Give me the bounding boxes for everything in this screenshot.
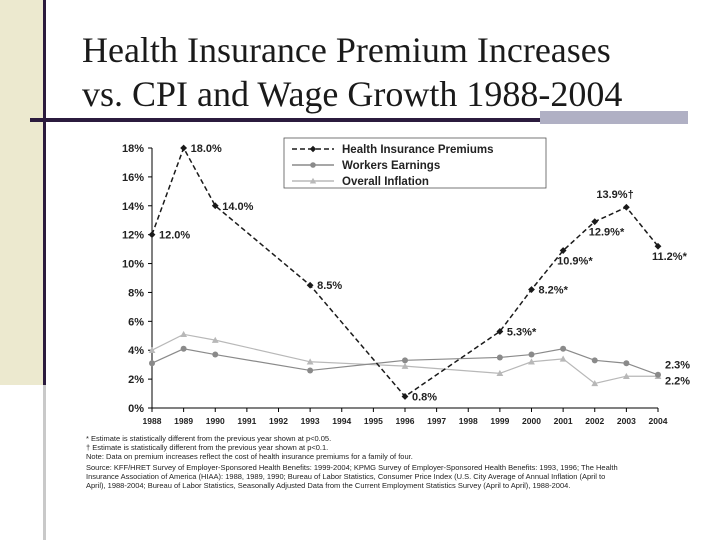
- x-tick-label: 1990: [206, 416, 225, 426]
- data-point-0: [622, 203, 630, 211]
- y-tick-label: 16%: [122, 172, 144, 184]
- footnote-source-3: April), 1988-2004; Bureau of Labor Stati…: [86, 481, 571, 490]
- data-point-1: [212, 351, 219, 358]
- legend-label: Workers Earnings: [342, 160, 440, 172]
- y-tick-label: 4%: [128, 345, 144, 357]
- y-tick-label: 8%: [128, 287, 144, 299]
- title-underline: [30, 118, 540, 122]
- data-point-0: [559, 247, 567, 254]
- footnote-note: Note: Data on premium increases reflect …: [86, 452, 413, 461]
- x-tick-label: 1994: [332, 416, 351, 426]
- x-tick-label: 1999: [490, 416, 509, 426]
- x-tick-label: 1993: [301, 416, 320, 426]
- data-point-0: [528, 286, 535, 293]
- x-tick-label: 1991: [237, 416, 256, 426]
- legend-label: Health Insurance Premiums: [342, 144, 493, 156]
- legend-label: Overall Inflation: [342, 176, 429, 188]
- data-point-1: [149, 360, 155, 367]
- x-tick-label: 1989: [174, 416, 193, 426]
- data-point-0: [591, 218, 599, 226]
- data-point-2: [180, 330, 188, 338]
- line-chart: 0% 2% 4% 6% 8% 10% 12% 14% 16% 18% 1988 1989 1990 199…: [122, 137, 690, 426]
- data-point-0: [180, 144, 188, 152]
- data-point-2: [622, 372, 630, 379]
- x-tick-label: 1995: [364, 416, 383, 426]
- data-label: 11.2%*: [652, 251, 688, 263]
- slide-title-line-2: vs. CPI and Wage Growth 1988-2004: [82, 74, 623, 114]
- footnote-significance-10: † Estimate is statistically different fr…: [86, 443, 329, 452]
- slide-title-line-1: Health Insurance Premium Increases: [82, 30, 611, 70]
- data-point-1: [560, 345, 567, 352]
- y-tick-label: 0%: [128, 403, 144, 415]
- data-point-1: [655, 371, 661, 378]
- data-point-2: [559, 355, 567, 362]
- x-tick-label: 1996: [396, 416, 415, 426]
- data-label: 8.2%*: [539, 285, 569, 297]
- data-point-1: [496, 354, 503, 361]
- x-tick-label: 2004: [649, 416, 668, 426]
- data-label: 10.9%*: [557, 256, 593, 268]
- x-tick-label: 2003: [617, 416, 636, 426]
- data-point-0: [148, 231, 156, 239]
- data-label: 2.3%: [665, 360, 690, 372]
- x-tick-label: 1997: [427, 416, 446, 426]
- series-line-0: [151, 146, 659, 398]
- data-point-2: [496, 369, 504, 377]
- data-point-2: [591, 380, 599, 387]
- data-point-1: [402, 357, 408, 364]
- data-point-0: [401, 393, 409, 400]
- data-label: 12.9%*: [589, 227, 625, 239]
- data-point-2: [306, 358, 314, 365]
- data-point-0: [496, 328, 504, 335]
- data-label: 2.2%: [665, 376, 690, 388]
- data-point-2: [211, 336, 219, 343]
- slide-left-bar-lower: [0, 385, 46, 540]
- x-tick-label: 2000: [522, 416, 541, 426]
- legend-swatch-marker: [309, 177, 317, 184]
- data-point-1: [528, 351, 535, 358]
- data-point-2: [148, 346, 156, 353]
- y-tick-label: 6%: [128, 316, 144, 328]
- legend-swatch-marker: [310, 162, 316, 168]
- footnote-significance-05: * Estimate is statistically different fr…: [86, 434, 332, 443]
- data-point-2: [401, 362, 409, 369]
- data-label: 5.3%*: [507, 326, 537, 338]
- footnote-source-1: Source: KFF/HRET Survey of Employer-Spon…: [86, 463, 618, 472]
- data-point-1: [307, 367, 314, 374]
- y-tick-label: 10%: [122, 259, 144, 271]
- slide-title: Health Insurance Premium Increases vs. C…: [82, 28, 702, 116]
- data-point-0: [306, 281, 314, 289]
- footnote-source-2: Insurance Association of America (HIAA):…: [86, 472, 606, 481]
- y-tick-label: 14%: [122, 201, 144, 213]
- x-tick-label: 2001: [554, 416, 573, 426]
- x-tick-label: 1998: [459, 416, 478, 426]
- x-tick-label: 1992: [269, 416, 288, 426]
- data-label: 14.0%: [222, 201, 253, 213]
- x-tick-label: 1988: [143, 416, 162, 426]
- x-tick-label: 2002: [585, 416, 604, 426]
- slide-left-bar: [0, 0, 46, 385]
- legend-swatch-marker: [309, 145, 317, 153]
- data-point-2: [528, 358, 535, 365]
- chart-panel: 0% 2% 4% 6% 8% 10% 12% 14% 16% 18% 1988 1989 1990 199…: [78, 132, 690, 504]
- data-point-0: [211, 202, 219, 210]
- y-tick-label: 18%: [122, 143, 144, 155]
- y-tick-label: 12%: [122, 230, 144, 242]
- data-label: 13.9%†: [596, 189, 633, 201]
- title-underline-accent: [540, 111, 688, 124]
- data-point-0: [654, 242, 662, 250]
- legend-box: [283, 137, 547, 189]
- data-label: 0.8%: [412, 391, 437, 403]
- data-point-1: [180, 345, 187, 352]
- data-point-1: [623, 360, 630, 367]
- y-tick-label: 2%: [128, 374, 144, 386]
- data-label: 18.0%: [191, 143, 222, 155]
- data-label: 12.0%: [159, 230, 190, 242]
- data-point-1: [591, 357, 598, 364]
- data-label: 8.5%: [317, 280, 342, 292]
